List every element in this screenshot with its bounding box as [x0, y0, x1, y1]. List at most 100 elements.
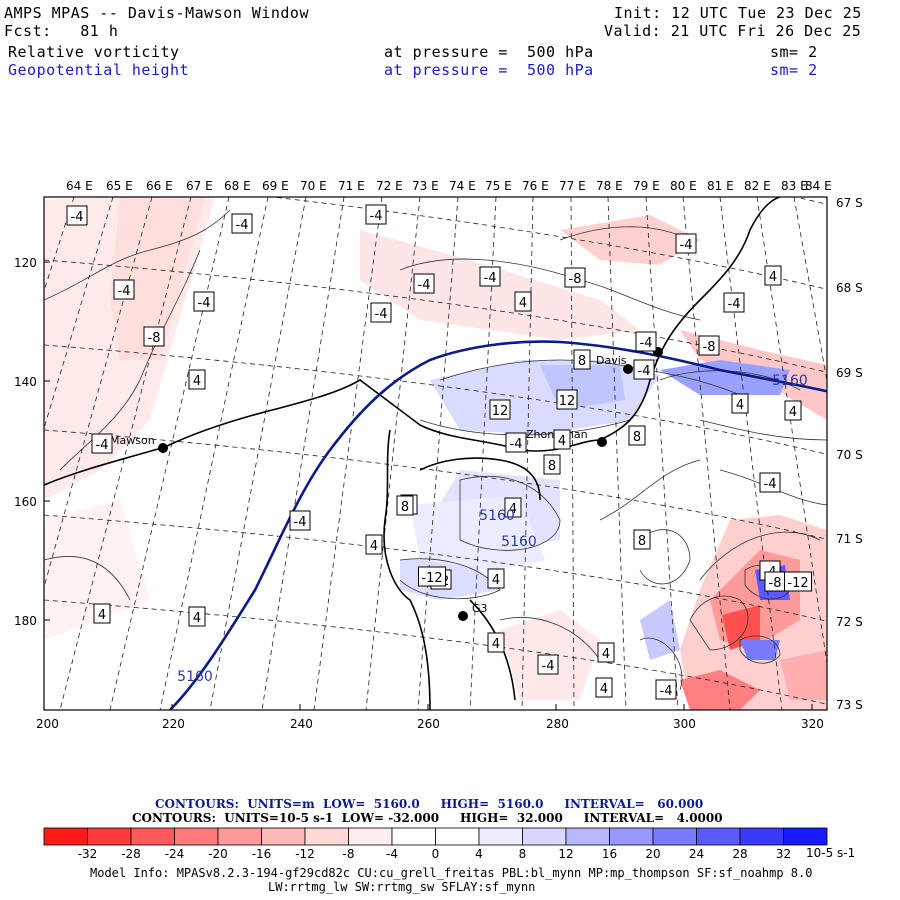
station-marker-davis: [623, 364, 633, 374]
colorbar-tick-label: 4: [475, 847, 483, 861]
height-contours-info: CONTOURS: UNITS=m LOW= 5160.0 HIGH= 5160…: [155, 797, 704, 811]
colorbar-swatch: [609, 827, 654, 846]
vorticity-contour-label: 4: [504, 497, 522, 518]
plot-frame: [43, 196, 828, 711]
valid-time: Valid: 21 UTC Fri 26 Dec 25: [604, 22, 862, 40]
vorticity-contour-label: -8: [564, 267, 586, 288]
vorticity-contour-label: -4: [505, 432, 527, 453]
station-label: G3: [472, 602, 488, 615]
colorbar-swatch: [696, 827, 741, 846]
vorticity-contour-label: -4: [66, 205, 88, 226]
vorticity-contour-label: 4: [595, 677, 613, 698]
colorbar-tick-label: 0: [432, 847, 440, 861]
contour-value: 12: [559, 394, 576, 409]
colorbar-tick-label: -20: [208, 847, 228, 861]
x-tick: 220: [162, 717, 185, 731]
contour-value: -4: [660, 684, 673, 699]
colorbar-tick-label: 8: [519, 847, 527, 861]
vorticity-contour-label: 4: [93, 603, 111, 624]
contour-value: -4: [418, 278, 431, 293]
contour-value: 4: [600, 682, 608, 697]
vorticity-contour-label: -4: [675, 233, 697, 254]
colorbar-tick-label: -32: [78, 847, 98, 861]
vorticity-contour-label: -4: [479, 266, 501, 287]
vorticity-contour-label: -4: [289, 510, 311, 531]
lon-tick: 65 E: [106, 179, 133, 193]
lat-tick: 68 S: [836, 281, 863, 295]
station-marker-mawson: [158, 443, 168, 453]
vorticity-contour-label: 4: [514, 291, 532, 312]
colorbar-swatch: [783, 827, 828, 846]
lon-tick: 75 E: [485, 179, 512, 193]
geopotential-5160-contour: [169, 340, 827, 710]
colorbar-ticks: -32 -28 -24 -20 -16 -12 -8 -4 0 4 8 12 16 20 24 28 32: [78, 847, 791, 861]
vorticity-contour-label: 4: [553, 429, 571, 450]
lon-tick: 83 E: [781, 179, 808, 193]
x-tick: 240: [290, 717, 313, 731]
lon-tick: 79 E: [633, 179, 660, 193]
vorticity-contour-label: 12: [489, 399, 511, 420]
colorbar-tick-label: 12: [558, 847, 573, 861]
station-marker-g3: [458, 611, 468, 621]
y-tick: 160: [14, 495, 37, 509]
bottom-grid-ticks: 200 220 240 260 280 300 320: [36, 717, 824, 731]
colorbar-tick-label: 20: [645, 847, 660, 861]
vorticity-contour-label: 12: [556, 389, 578, 410]
field2-level: at pressure = 500 hPa: [384, 61, 594, 79]
colorbar-swatch: [348, 827, 393, 846]
contour-value: -4: [728, 297, 741, 312]
contour-value: 4: [492, 637, 500, 652]
lon-tick: 82 E: [744, 179, 771, 193]
latitude-gridlines: [44, 197, 827, 705]
contour-value: 4: [789, 405, 797, 420]
model-info-line1: Model Info: MPASv8.2.3-194-gf29cd82c CU:…: [90, 866, 813, 880]
colorbar-swatch: [43, 827, 88, 846]
lat-tick: 67 S: [836, 196, 863, 210]
lon-tick: 80 E: [670, 179, 697, 193]
lon-tick: 68 E: [224, 179, 251, 193]
vorticity-contour-label: -4: [370, 302, 392, 323]
contour-value: 5160: [772, 373, 808, 389]
colorbar-tick-label: -4: [386, 847, 398, 861]
vorticity-contour-label: -4: [633, 359, 655, 380]
colorbar-tick-label: 28: [732, 847, 747, 861]
lon-tick: 67 E: [186, 179, 213, 193]
model-info-line2: LW:rrtmg_lw SW:rrtmg_sw SFLAY:sf_mynn: [268, 880, 536, 894]
colorbar-swatch: [130, 827, 175, 846]
contour-value: 4: [509, 502, 517, 517]
field1-name: Relative vorticity: [8, 43, 180, 61]
vorticity-contour-label: -4: [193, 291, 215, 312]
colorbar-tick-label: -8: [343, 847, 355, 861]
contour-value: -4: [71, 210, 84, 225]
contour-value: -12: [421, 571, 442, 586]
colorbar-tick-label: -12: [295, 847, 315, 861]
colorbar-swatch: [304, 827, 349, 846]
lat-tick: 70 S: [836, 448, 863, 462]
colorbar-tick-label: -28: [121, 847, 141, 861]
contour-value: 4: [769, 270, 777, 285]
left-tick-marks: [44, 261, 813, 710]
right-latitude-ticks: 67 S 68 S 69 S 70 S 71 S 72 S 73 S: [836, 196, 863, 712]
colorbar-unit: 10-5 s-1: [806, 846, 855, 860]
height-contour-label: 5160: [479, 508, 515, 524]
contour-value: 8: [578, 354, 586, 369]
colorbar-swatch: [435, 827, 480, 846]
vorticity-contour-label: -4: [635, 331, 657, 352]
contour-value: 4: [370, 539, 378, 554]
vorticity-contour-label: -4: [91, 433, 113, 454]
colorbar-swatch: [391, 827, 436, 846]
contour-value: -4: [640, 336, 653, 351]
colorbar-swatch: [87, 827, 132, 846]
contour-value: -4: [370, 209, 383, 224]
contour-value: 5160: [479, 508, 515, 524]
vorticity-contours-info: CONTOURS: UNITS=10-5 s-1 LOW= -32.000 HI…: [132, 811, 723, 825]
lon-tick: 64 E: [66, 179, 93, 193]
colorbar-tick-label: 32: [776, 847, 791, 861]
contour-value: 4: [736, 398, 744, 413]
vorticity-contour-label: 4: [365, 534, 383, 555]
contour-value: 8: [401, 500, 409, 515]
contour-value: 4: [193, 374, 201, 389]
x-tick: 260: [417, 717, 440, 731]
colorbar-swatch: [217, 827, 262, 846]
